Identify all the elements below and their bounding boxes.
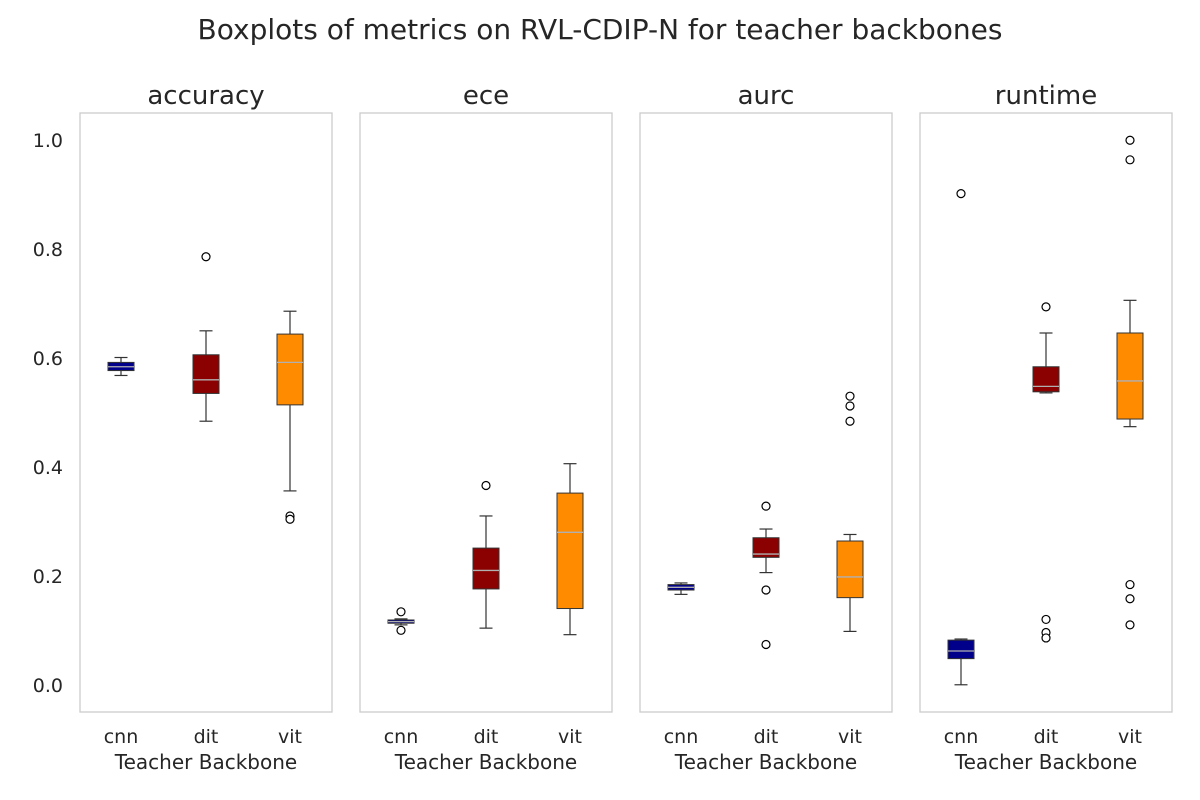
box-cnn xyxy=(667,582,695,595)
box-dit xyxy=(1032,302,1060,643)
x-tick-label-cnn: cnn xyxy=(944,726,979,748)
x-tick-label-cnn: cnn xyxy=(104,726,139,748)
outlier-point xyxy=(761,501,771,511)
box-cnn xyxy=(947,188,975,686)
box-cnn xyxy=(107,356,135,377)
outlier-point xyxy=(1125,620,1135,630)
y-tick-label: 0.8 xyxy=(33,239,63,261)
x-tick-label-dit: dit xyxy=(754,726,779,748)
outlier-point xyxy=(201,252,211,262)
box-iqr xyxy=(276,333,304,406)
outlier-point xyxy=(845,416,855,426)
box-dit xyxy=(192,252,220,422)
y-tick-label: 0.2 xyxy=(33,566,63,588)
outlier-point xyxy=(761,585,771,595)
x-tick-label-dit: dit xyxy=(474,726,499,748)
x-axis-label: Teacher Backbone xyxy=(394,750,577,774)
panel-title: runtime xyxy=(995,81,1097,111)
box-dit xyxy=(752,501,780,650)
box-vit xyxy=(276,310,304,524)
box-iqr xyxy=(1116,332,1144,420)
figure-title: Boxplots of metrics on RVL-CDIP-N for te… xyxy=(198,13,1003,46)
x-tick-label-dit: dit xyxy=(1034,726,1059,748)
panel-title: aurc xyxy=(738,81,795,111)
box-iqr xyxy=(947,639,975,660)
outlier-point xyxy=(396,607,406,617)
panel-accuracy: accuracy 0.0 0.2 0.4 0.6 0.8 1.0 cnn dit vitTeach… xyxy=(33,81,333,774)
x-tick-label-vit: vit xyxy=(558,726,582,748)
panel-title: ece xyxy=(463,81,509,111)
y-tick-label: 0.4 xyxy=(33,457,63,479)
outlier-point xyxy=(956,188,966,199)
outlier-point xyxy=(1125,594,1135,604)
outlier-point xyxy=(1125,155,1135,165)
box-iqr xyxy=(1032,366,1060,393)
y-tick-label: 0.6 xyxy=(33,348,63,370)
box-iqr xyxy=(556,492,584,610)
x-tick-label-dit: dit xyxy=(194,726,219,748)
panel-title: accuracy xyxy=(147,81,264,111)
panel-frame xyxy=(919,112,1173,713)
panel-frame xyxy=(359,112,613,713)
outlier-point xyxy=(1125,579,1135,590)
outlier-point xyxy=(1041,633,1051,643)
outlier-point xyxy=(761,639,771,650)
box-iqr xyxy=(472,547,500,590)
x-axis-label: Teacher Backbone xyxy=(674,750,857,774)
x-axis-label: Teacher Backbone xyxy=(114,750,297,774)
outlier-point xyxy=(845,391,855,401)
y-tick-label: 0.0 xyxy=(33,675,63,697)
box-cnn xyxy=(387,607,415,635)
box-iqr xyxy=(752,537,780,558)
outlier-point xyxy=(1125,135,1135,145)
outlier-point xyxy=(396,625,406,635)
box-vit xyxy=(836,391,864,633)
x-tick-label-vit: vit xyxy=(838,726,862,748)
x-tick-label-vit: vit xyxy=(278,726,302,748)
outlier-point xyxy=(845,401,855,411)
box-iqr xyxy=(192,354,220,394)
panel-frame xyxy=(639,112,893,713)
box-vit xyxy=(1116,135,1144,630)
outlier-point xyxy=(285,514,295,524)
box-vit xyxy=(556,463,584,636)
y-tick-label: 1.0 xyxy=(33,130,63,152)
panel-frame xyxy=(79,112,333,713)
box-iqr xyxy=(836,540,864,599)
box-dit xyxy=(472,480,500,629)
x-tick-label-vit: vit xyxy=(1118,726,1142,748)
x-tick-label-cnn: cnn xyxy=(664,726,699,748)
x-axis-label: Teacher Backbone xyxy=(954,750,1137,774)
outlier-point xyxy=(1041,302,1051,312)
x-tick-label-cnn: cnn xyxy=(384,726,419,748)
outlier-point xyxy=(481,480,491,491)
outlier-point xyxy=(1041,614,1051,625)
